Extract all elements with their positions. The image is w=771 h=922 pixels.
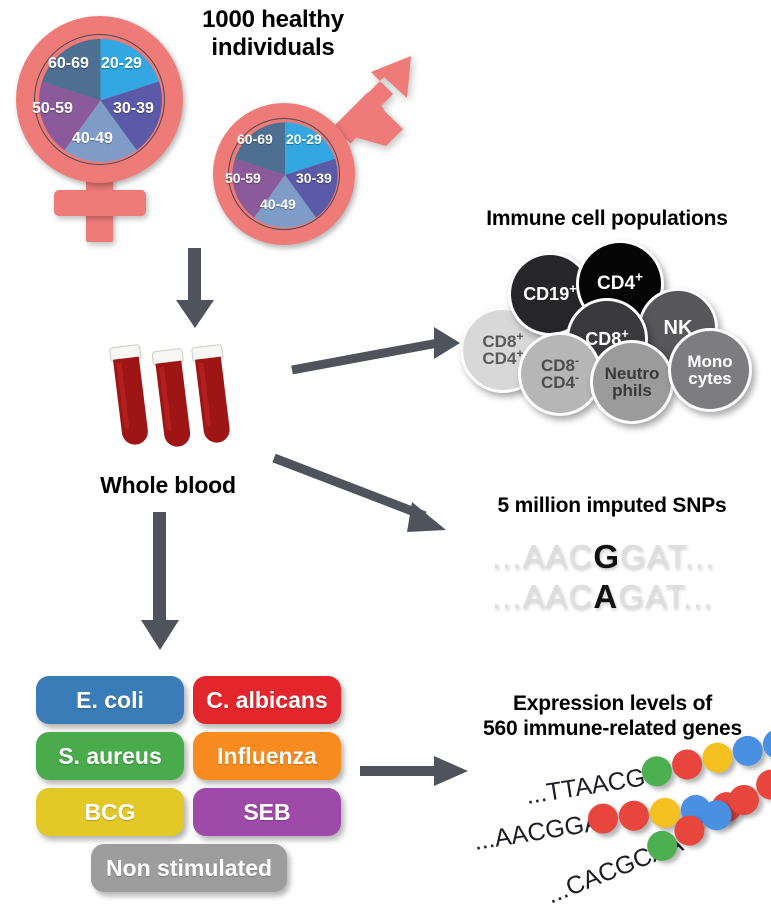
page-title-line2: individuals	[211, 34, 335, 62]
stimulus-c-albicans[interactable]: C. albicans	[193, 676, 341, 724]
stimulus-bcg[interactable]: BCG	[36, 788, 184, 836]
male-slice-label-50-59: 50-59	[225, 170, 261, 186]
immune-cell-neutrophils-line1: Neutro	[604, 363, 660, 383]
snp-sequence-row-1: ...AACGGAT...	[492, 538, 715, 576]
female-age-pie-chart	[34, 34, 165, 165]
immune-cell-monocytes-line2: cytes	[688, 369, 732, 388]
snp-row1-variant: G	[593, 538, 621, 575]
immune-cell-cd8minus-cd4minus-line2: CD4-	[540, 370, 580, 392]
expression-title-line1: Expression levels of	[512, 692, 713, 715]
arrow-down-icon	[176, 248, 214, 328]
blood-tubes-icon	[109, 344, 230, 447]
stimulus-s-aureus[interactable]: S. aureus	[36, 732, 184, 780]
snp-sequence-row-2: ...AACAGAT...	[492, 578, 713, 616]
immune-cell-monocytes-line1: Mono	[687, 351, 733, 371]
male-pie-svg	[232, 122, 338, 228]
arrow-right-icon	[360, 756, 468, 786]
arrow-down-right-icon	[272, 453, 446, 532]
page-title-line1: 1000 healthy	[202, 6, 344, 33]
expression-strands: ...TTAACGG ...AACGGAT ...CACGCAA	[455, 726, 771, 910]
snp-row1-prefix: ...AAC	[492, 538, 594, 575]
female-slice-label-60-69: 60-69	[48, 55, 89, 72]
immune-cell-cd8minus-cd4minus-line1: CD8-	[540, 353, 580, 375]
expression-title-line2: 560 immune-related genes	[483, 716, 742, 740]
male-slice-label-60-69: 60-69	[237, 131, 273, 147]
expression-strand-1-bead-2	[669, 747, 705, 782]
female-slice-label-40-49: 40-49	[72, 130, 113, 147]
whole-blood-label: Whole blood	[100, 472, 236, 498]
female-symbol-crossbar	[54, 190, 146, 216]
female-pie-svg	[38, 38, 163, 163]
immune-cell-cd8plus-cd4plus-line2: CD4+	[482, 346, 524, 368]
stimulus-e-coli[interactable]: E. coli	[36, 676, 184, 724]
snp-row2-suffix: GAT...	[618, 578, 714, 615]
stimuli-panel: E. coli C. albicans S. aureus Influenza …	[36, 676, 341, 896]
male-slice-label-30-39: 30-39	[296, 170, 332, 186]
immune-cell-nk-label: NK	[663, 316, 693, 339]
immune-cell-populations-title: Immune cell populations	[486, 207, 728, 230]
immune-cell-monocytes: Mono cytes	[668, 328, 752, 412]
snp-row2-prefix: ...AAC	[492, 578, 594, 615]
snp-row2-variant: A	[593, 578, 619, 615]
female-slice-label-30-39: 30-39	[113, 100, 154, 117]
immune-cell-cd8minus-cd4minus: CD8- CD4-	[518, 332, 602, 416]
male-gender-symbol: 20-29 30-39 40-49 50-59 60-69	[205, 48, 420, 248]
male-age-pie-chart	[228, 118, 340, 230]
immune-cell-cd4plus-label: CD4+	[597, 269, 643, 295]
arrow-blood-to-snp	[270, 450, 455, 540]
immune-cell-neutrophils-line2: phils	[612, 381, 652, 400]
stimulus-seb[interactable]: SEB	[193, 788, 341, 836]
immune-cell-cluster: CD8+ CD4+ CD19+ CD4+ NK CD8+ CD8- CD4- N…	[460, 240, 760, 424]
immune-cell-cd19plus-label: CD19+	[523, 280, 577, 304]
immune-cell-cd8plus-cd4plus-line1: CD8+	[482, 329, 524, 351]
whole-blood-tubes	[100, 340, 240, 460]
male-slice-label-40-49: 40-49	[260, 196, 296, 212]
arrow-blood-to-immune	[288, 325, 463, 380]
arrow-cohort-to-blood	[170, 248, 220, 330]
snp-title: 5 million imputed SNPs	[497, 494, 727, 517]
expression-strand-1-bead-3	[700, 740, 735, 775]
immune-cell-neutrophils: Neutro phils	[590, 340, 674, 424]
male-symbol-arrow-svg	[333, 56, 411, 146]
arrow-up-right-icon	[291, 327, 460, 375]
female-slice-label-20-29: 20-29	[101, 55, 142, 72]
stimulus-influenza[interactable]: Influenza	[193, 732, 341, 780]
female-gender-symbol: 20-29 30-39 40-49 50-59 60-69	[10, 10, 190, 242]
arrow-down-icon-2	[141, 512, 179, 650]
expression-strand-2-bead-2	[616, 798, 652, 833]
snp-row1-suffix: GAT...	[620, 538, 716, 575]
arrow-blood-to-stimuli	[135, 512, 185, 652]
male-symbol-arrow	[305, 48, 420, 158]
expression-title: Expression levels of 560 immune-related …	[460, 692, 765, 742]
female-slice-label-50-59: 50-59	[32, 100, 73, 117]
page-title: 1000 healthy individuals	[178, 6, 368, 63]
male-slice-label-20-29: 20-29	[286, 131, 322, 147]
arrow-stimuli-to-expression	[360, 752, 470, 792]
stimulus-non-stimulated[interactable]: Non stimulated	[91, 844, 287, 892]
